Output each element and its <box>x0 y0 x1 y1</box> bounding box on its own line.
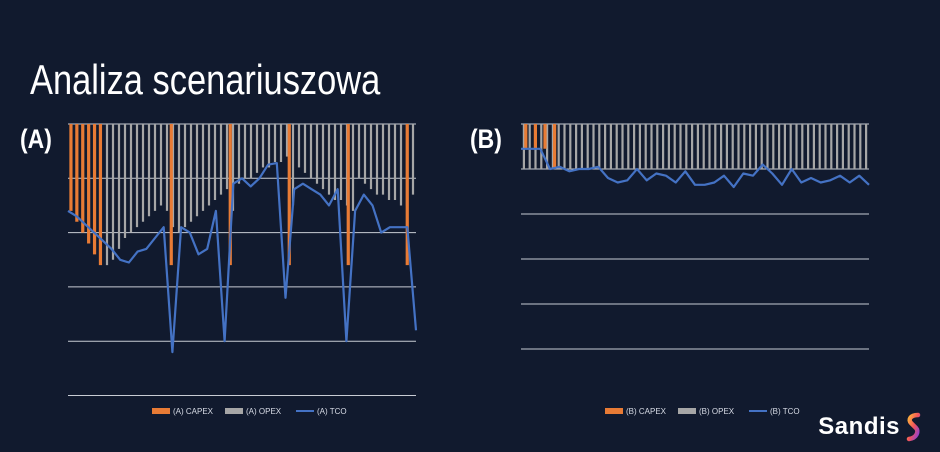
legend-swatch <box>605 408 623 414</box>
chart-b: (B) CAPEX (B) OPEX (B) TCO <box>521 123 870 416</box>
logo-mark-icon <box>906 412 921 442</box>
legend-label: (A) OPEX <box>246 407 282 416</box>
legend-swatch <box>678 408 696 414</box>
legend-label: (A) CAPEX <box>173 407 214 416</box>
slide-title: Analiza scenariuszowa <box>30 56 381 103</box>
legend-swatch <box>152 408 170 414</box>
legend-label: (B) TCO <box>770 407 800 416</box>
legend-label: (A) TCO <box>317 407 347 416</box>
logo-text: Sandis <box>818 413 900 440</box>
tco-line <box>521 147 870 189</box>
sandis-logo: Sandis <box>818 412 922 442</box>
tco-line <box>67 161 418 354</box>
panel-b-label: (B) <box>470 124 502 154</box>
panel-a-label: (A) <box>20 124 52 154</box>
chart-a: (A) CAPEX (A) OPEX (A) TCO <box>67 123 418 416</box>
legend-label: (B) OPEX <box>699 407 735 416</box>
legend-label: (B) CAPEX <box>626 407 667 416</box>
legend-swatch <box>225 408 243 414</box>
